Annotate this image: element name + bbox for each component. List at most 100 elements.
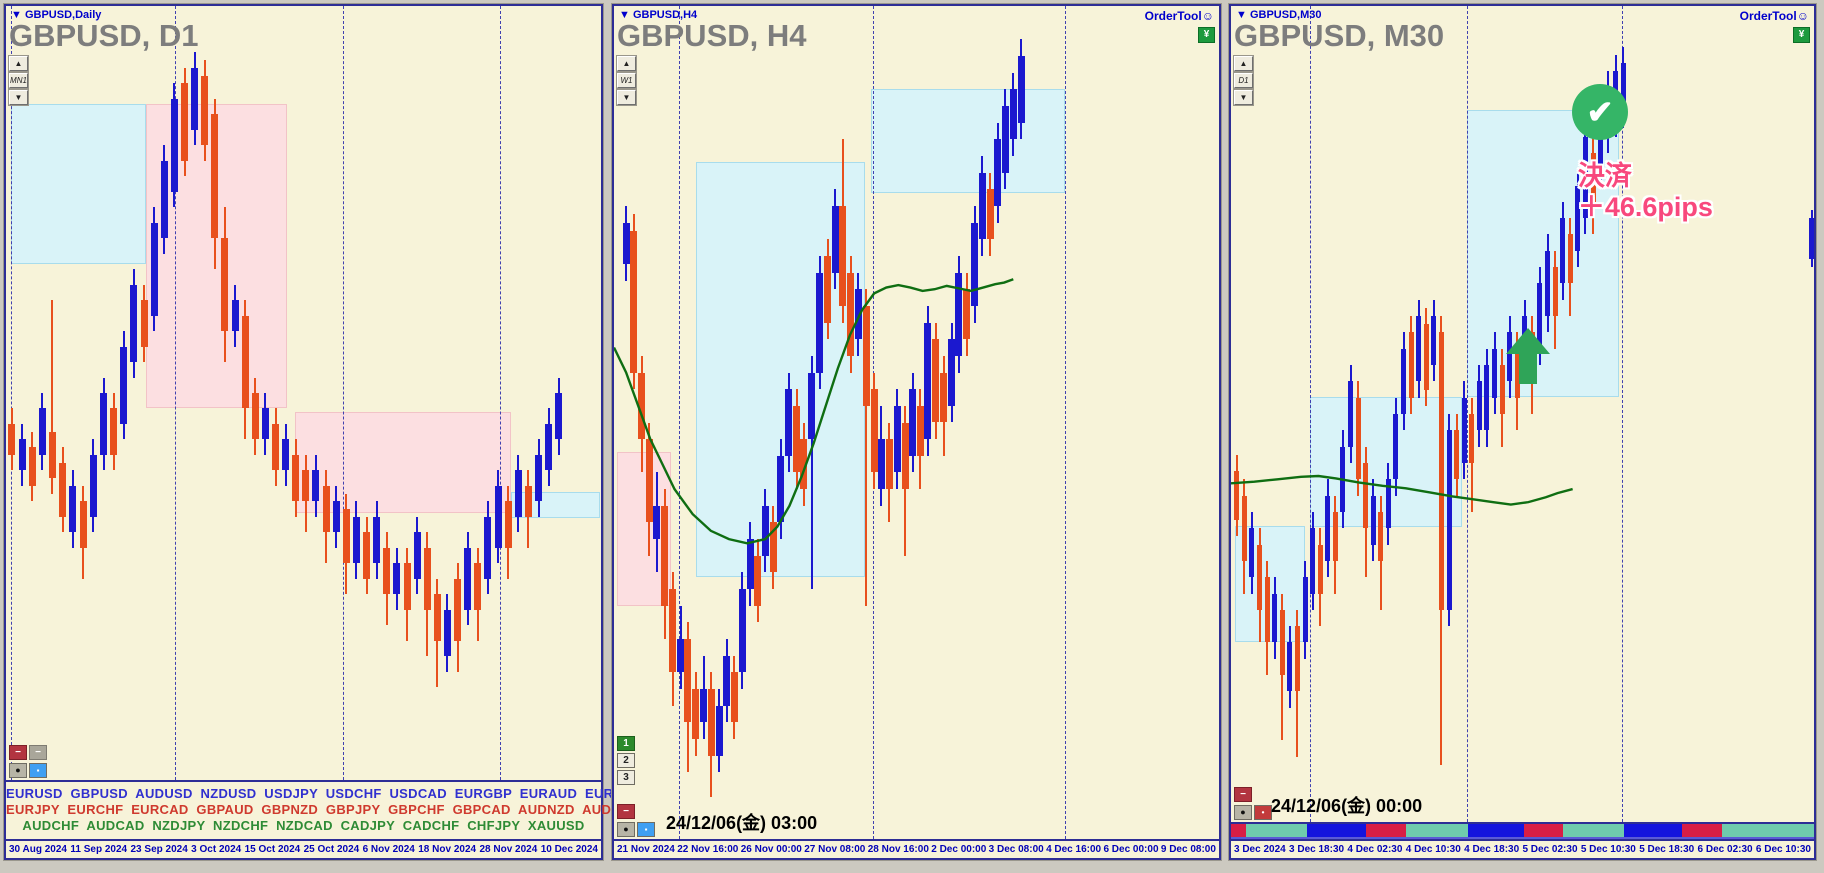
demand-zone — [10, 104, 147, 264]
ordertool-label[interactable]: OrderTool☺ — [1740, 9, 1809, 23]
chart-window-h4[interactable]: ▼ GBPUSD,H4 GBPUSD, H4 OrderTool☺ ¥ ▲ W1… — [612, 4, 1221, 860]
candle — [785, 389, 793, 456]
blue-dot-button[interactable]: ▪ — [29, 763, 47, 778]
dropdown-icon[interactable]: ▼ — [619, 9, 630, 21]
candle — [661, 505, 669, 606]
date-tick-label: 4 Dec 10:30 — [1405, 844, 1461, 855]
candle — [352, 516, 360, 564]
period-separator — [679, 6, 681, 839]
candle — [653, 505, 661, 540]
date-tick-label: 3 Oct 2024 — [191, 844, 242, 855]
candle — [909, 389, 917, 456]
panel-controls-row2: ● ▪ — [617, 822, 655, 837]
period-separator — [499, 6, 501, 780]
candle — [723, 655, 731, 706]
candle — [1249, 528, 1255, 578]
candle — [1234, 471, 1240, 521]
zone-level-3-button[interactable]: 3 — [617, 770, 635, 785]
higher-timeframe-button[interactable]: D1 — [1234, 73, 1253, 88]
candle — [1348, 381, 1353, 447]
candle — [684, 639, 692, 723]
date-tick-label: 21 Nov 2024 — [617, 844, 675, 855]
date-tick-label: 30 Aug 2024 — [9, 844, 67, 855]
candle — [638, 372, 646, 440]
remove-button[interactable]: − — [9, 745, 27, 760]
candle — [383, 547, 391, 595]
remove-button[interactable]: − — [1234, 787, 1252, 802]
candle — [707, 689, 715, 756]
date-tick-label: 22 Nov 16:00 — [677, 844, 739, 855]
candle — [211, 114, 219, 239]
candle — [302, 470, 310, 502]
session-strip-segment — [1722, 824, 1814, 837]
candle — [231, 300, 239, 332]
time-axis-h4[interactable]: 21 Nov 2024 22 Nov 16:00 26 Nov 00:00 27 No… — [614, 839, 1219, 858]
candle — [978, 172, 986, 240]
chart-window-d1[interactable]: ▼ GBPUSD,Daily GBPUSD, D1 ▲ MN1 ▼ − − ● … — [4, 4, 641, 860]
time-axis-m30[interactable]: 3 Dec 2024 3 Dec 18:30 4 Dec 02:30 4 Dec 10… — [1231, 839, 1814, 858]
zone-level-2-button[interactable]: 2 — [617, 753, 635, 768]
session-strip-segment — [1307, 824, 1366, 837]
scroll-up-button[interactable]: ▲ — [617, 56, 636, 71]
ordertool-label[interactable]: OrderTool☺ — [1145, 9, 1214, 23]
yen-button[interactable]: ¥ — [1793, 27, 1810, 43]
candle — [484, 516, 492, 579]
d1-chart-area[interactable]: ▼ GBPUSD,Daily GBPUSD, D1 ▲ MN1 ▼ − − ● … — [6, 6, 601, 780]
higher-timeframe-button[interactable]: W1 — [617, 73, 636, 88]
symbol-period-label[interactable]: ▼ GBPUSD,M30 — [1236, 9, 1321, 21]
candle — [730, 672, 738, 723]
bomb-icon[interactable]: ● — [1234, 805, 1252, 820]
bomb-icon[interactable]: ● — [9, 763, 27, 778]
candle — [1454, 430, 1460, 480]
candle — [793, 405, 801, 473]
candle — [948, 339, 956, 406]
watermark-title: GBPUSD, M30 — [1234, 18, 1445, 53]
red-dot-button[interactable]: • — [1254, 805, 1272, 820]
timeframe-nav: ▲ MN1 ▼ — [9, 56, 28, 105]
smiley-icon: ☺ — [1796, 9, 1809, 23]
candle — [1272, 593, 1278, 643]
date-tick-label: 2 Dec 00:00 — [931, 844, 987, 855]
candle — [746, 539, 754, 590]
candle — [800, 439, 808, 490]
cursor-timestamp: 24/12/06(金) 00:00 — [1271, 796, 1423, 816]
remove-button[interactable]: − — [617, 804, 635, 819]
candle — [1461, 397, 1467, 463]
yen-button[interactable]: ¥ — [1198, 27, 1215, 43]
date-tick-label: 28 Nov 2024 — [479, 844, 538, 855]
bomb-icon[interactable]: ● — [617, 822, 635, 837]
scroll-up-button[interactable]: ▲ — [1234, 56, 1253, 71]
scroll-up-button[interactable]: ▲ — [9, 56, 28, 71]
scroll-down-button[interactable]: ▼ — [9, 90, 28, 105]
candle — [454, 578, 462, 641]
candle — [423, 547, 431, 610]
h4-chart-area[interactable]: ▼ GBPUSD,H4 GBPUSD, H4 OrderTool☺ ¥ ▲ W1… — [614, 6, 1219, 839]
time-axis-d1[interactable]: 30 Aug 2024 11 Sep 2024 23 Sep 2024 3 Oct 2… — [6, 839, 601, 858]
date-tick-label: 4 Dec 18:30 — [1464, 844, 1520, 855]
candle — [1393, 414, 1399, 480]
candle — [754, 555, 762, 606]
currency-watchlist[interactable]: EURUSD GBPUSD AUDUSD NZDUSD USDJPY USDCH… — [6, 780, 641, 839]
symbol-text: GBPUSD,Daily — [24, 9, 102, 21]
scroll-down-button[interactable]: ▼ — [1234, 90, 1253, 105]
candle — [312, 470, 320, 502]
scroll-down-button[interactable]: ▼ — [617, 90, 636, 105]
date-tick-label: 28 Nov 16:00 — [867, 844, 929, 855]
candle — [1310, 528, 1316, 594]
chart-window-m30[interactable]: ▼ GBPUSD,M30 GBPUSD, M30 OrderTool☺ ¥ ▲ … — [1229, 4, 1816, 860]
candle — [1385, 479, 1391, 529]
remove-alt-button[interactable]: − — [29, 745, 47, 760]
trade-result-label: 決済 ＋46.6pips — [1578, 161, 1713, 223]
dropdown-icon[interactable]: ▼ — [11, 9, 22, 21]
candle — [494, 485, 502, 548]
blue-dot-button[interactable]: ▪ — [637, 822, 655, 837]
m30-chart-area[interactable]: ▼ GBPUSD,M30 GBPUSD, M30 OrderTool☺ ¥ ▲ … — [1231, 6, 1814, 822]
higher-timeframe-button[interactable]: MN1 — [9, 73, 28, 88]
symbol-period-label[interactable]: ▼ GBPUSD,H4 — [619, 9, 697, 21]
candle — [201, 75, 209, 146]
zone-level-1-button[interactable]: 1 — [617, 736, 635, 751]
symbol-period-label[interactable]: ▼ GBPUSD,Daily — [11, 9, 101, 21]
candle — [630, 230, 638, 373]
date-tick-label: 27 Nov 08:00 — [804, 844, 866, 855]
dropdown-icon[interactable]: ▼ — [1236, 9, 1247, 21]
